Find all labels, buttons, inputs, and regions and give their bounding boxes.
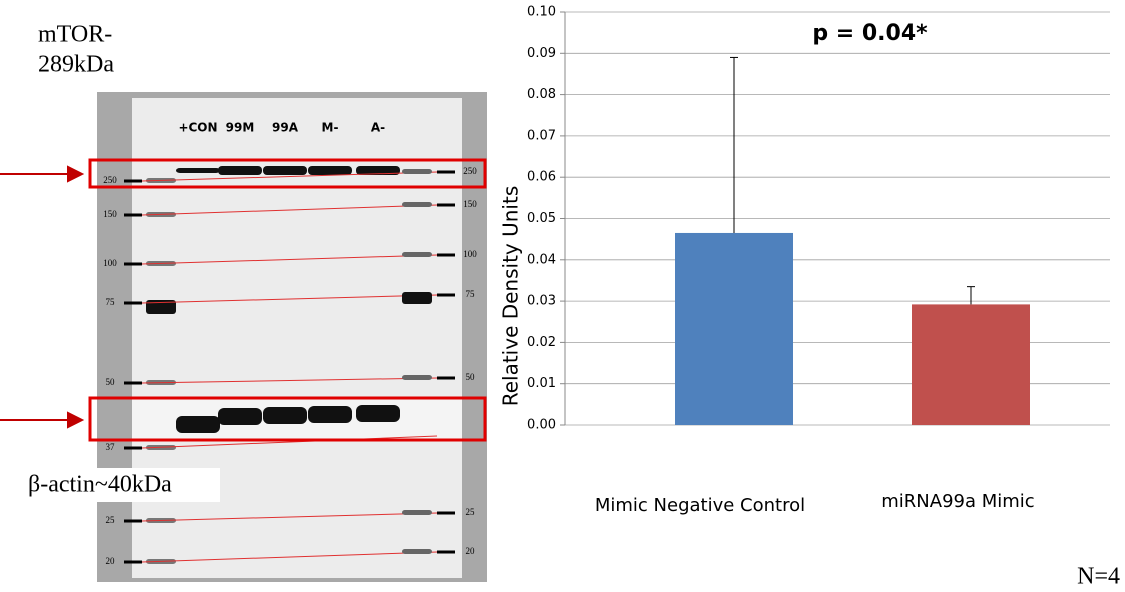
marker-label: 25	[466, 507, 476, 517]
y-tick-label: 0.06	[527, 170, 556, 185]
y-tick-label: 0.10	[527, 5, 556, 20]
marker-label: 75	[466, 289, 476, 299]
y-tick-label: 0.04	[527, 252, 556, 267]
lane-label: A-	[371, 121, 385, 135]
footnote: N=4	[1077, 564, 1120, 590]
marker-label: 150	[463, 199, 477, 209]
marker-label: 100	[103, 258, 117, 268]
band	[176, 168, 220, 173]
y-tick-label: 0.00	[527, 418, 556, 433]
x-tick-label: miRNA99a Mimic	[881, 491, 1034, 512]
chart: 0.00 0.01 0.02 0.03 0.04 0.05 0.06 0.07 0.08 0.09…	[527, 5, 1110, 517]
band	[218, 408, 262, 425]
marker-label: 50	[106, 377, 116, 387]
band	[356, 405, 400, 422]
band	[218, 166, 262, 175]
x-tick-label: Mimic Negative Control	[595, 495, 805, 516]
lane-label: M-	[322, 121, 339, 135]
band	[263, 407, 307, 424]
marker-label: 20	[106, 556, 116, 566]
marker-label: 250	[463, 166, 477, 176]
marker-label: 250	[103, 175, 117, 185]
marker-label: 75	[106, 297, 116, 307]
marker-label: 100	[463, 249, 477, 259]
y-tick-label: 0.05	[527, 211, 556, 226]
bar	[912, 304, 1030, 425]
marker-label: 37	[106, 442, 116, 452]
y-tick-label: 0.02	[527, 335, 556, 350]
marker-band	[402, 169, 432, 174]
y-tick-label: 0.01	[527, 376, 556, 391]
marker-band	[402, 375, 432, 380]
lane-label: 99M	[226, 121, 255, 135]
bar	[675, 233, 793, 425]
y-tick-label: 0.09	[527, 46, 556, 61]
marker-label: 150	[103, 209, 117, 219]
y-axis-label: Relative Density Units	[499, 186, 523, 407]
marker-label: 25	[106, 515, 116, 525]
arrows	[0, 167, 82, 427]
marker-band	[402, 510, 432, 515]
marker-band	[402, 549, 432, 554]
lane-label: 99A	[272, 121, 299, 135]
y-tick-label: 0.08	[527, 87, 556, 102]
marker-label: 20	[466, 546, 476, 556]
page: mTOR- 289kDa +CON 99M 99A M- A- 250 150 100 75 50…	[0, 0, 1125, 592]
marker-band	[402, 292, 432, 304]
band	[263, 166, 307, 175]
actin-label: β-actin~40kDa	[28, 472, 172, 498]
band	[308, 406, 352, 423]
y-tick-label: 0.07	[527, 128, 556, 143]
marker-band	[402, 252, 432, 257]
lane-label: +CON	[178, 121, 217, 135]
blot-title: mTOR-	[38, 22, 112, 48]
annotation: p = 0.04*	[812, 21, 928, 46]
blot-title: 289kDa	[38, 52, 114, 78]
y-tick-label: 0.03	[527, 294, 556, 309]
band	[308, 166, 352, 175]
marker-band	[402, 202, 432, 207]
band	[176, 416, 220, 433]
marker-label: 50	[466, 372, 476, 382]
